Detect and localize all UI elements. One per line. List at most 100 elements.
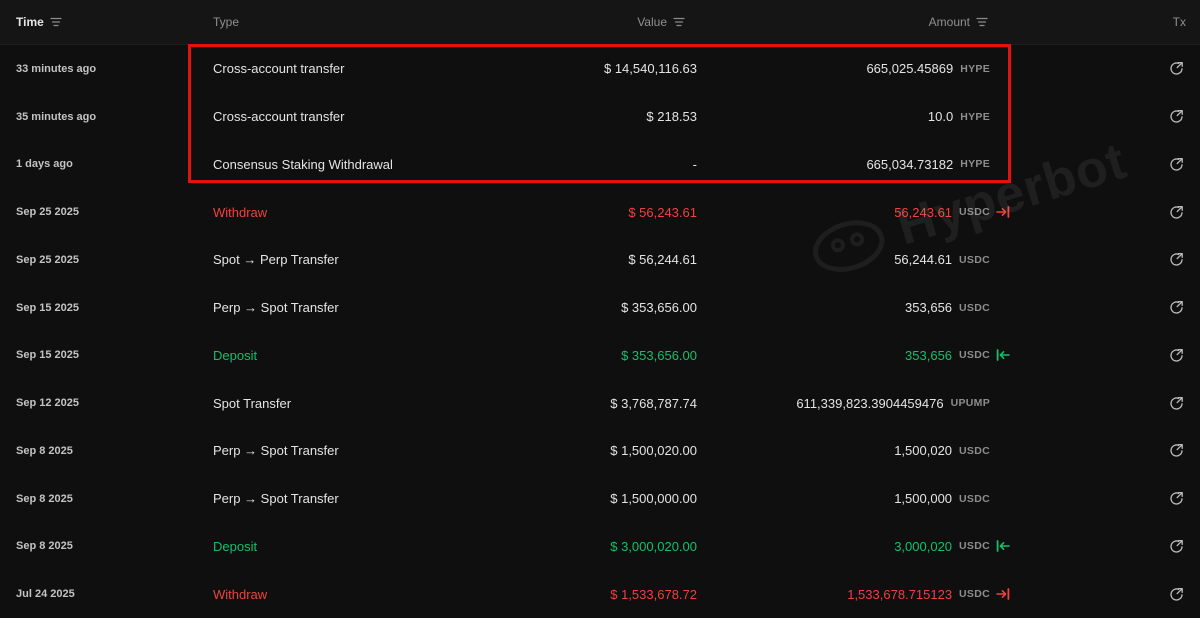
tx-cell (1010, 348, 1200, 363)
tx-link-icon[interactable] (1169, 539, 1184, 554)
table-row: Sep 8 2025 Perp → Spot Transfer $ 1,500,… (0, 475, 1200, 523)
tx-link-icon[interactable] (1169, 443, 1184, 458)
tx-link-icon[interactable] (1169, 157, 1184, 172)
coin-ticker: USDC (959, 588, 990, 601)
amount-cell: 1,500,020 USDC (697, 443, 1010, 458)
tx-link-icon[interactable] (1169, 587, 1184, 602)
value-cell: $ 56,243.61 (628, 204, 697, 220)
table-header: Time Type Value Amount Tx (0, 0, 1200, 45)
type-cell: Perp → Spot Transfer (213, 443, 339, 459)
deposit-arrow-icon (996, 349, 1010, 362)
tx-link-icon[interactable] (1169, 61, 1184, 76)
flow-icon-slot (990, 62, 1010, 76)
coin-ticker: USDC (959, 492, 990, 505)
flow-icon-slot (990, 205, 1010, 219)
table-row: Sep 8 2025 Perp → Spot Transfer $ 1,500,… (0, 427, 1200, 475)
amount-cell: 353,656 USDC (697, 348, 1010, 363)
header-amount[interactable]: Amount (697, 15, 1010, 29)
header-tx: Tx (1010, 15, 1200, 29)
amount-value: 353,656 (905, 347, 953, 363)
time-cell: Sep 15 2025 (16, 301, 79, 314)
time-cell: Sep 25 2025 (16, 253, 79, 266)
tx-cell (1010, 396, 1200, 411)
flow-icon-slot (990, 587, 1010, 601)
flow-icon-slot (990, 253, 1010, 267)
header-value[interactable]: Value (520, 15, 697, 29)
coin-ticker: HYPE (960, 62, 990, 75)
tx-link-icon[interactable] (1169, 348, 1184, 363)
amount-cell: 3,000,020 USDC (697, 539, 1010, 554)
time-cell: 1 days ago (16, 158, 73, 171)
value-cell: $ 1,500,020.00 (610, 443, 697, 459)
table-row: Sep 25 2025 Spot → Perp Transfer $ 56,24… (0, 236, 1200, 284)
table-row: 35 minutes ago Cross-account transfer $ … (0, 93, 1200, 141)
amount-value: 1,533,678.715123 (847, 586, 953, 602)
tx-link-icon[interactable] (1169, 300, 1184, 315)
flow-icon-slot (990, 157, 1010, 171)
header-time-label: Time (16, 15, 44, 29)
header-tx-label: Tx (1172, 15, 1186, 29)
type-cell: Perp → Spot Transfer (213, 491, 339, 507)
type-cell: Consensus Staking Withdrawal (213, 156, 393, 172)
header-time[interactable]: Time (0, 15, 197, 29)
coin-ticker: USDC (959, 349, 990, 362)
time-cell: Sep 8 2025 (16, 444, 73, 457)
header-value-label: Value (637, 15, 667, 29)
coin-ticker: USDC (959, 540, 990, 553)
value-cell: $ 3,768,787.74 (610, 395, 697, 411)
header-amount-label: Amount (928, 15, 970, 29)
tx-cell (1010, 205, 1200, 220)
time-cell: Sep 8 2025 (16, 540, 73, 553)
amount-cell: 56,244.61 USDC (697, 252, 1010, 267)
value-cell: $ 218.53 (646, 109, 697, 125)
type-cell: Deposit (213, 538, 258, 554)
tx-cell (1010, 157, 1200, 172)
amount-value: 56,243.61 (894, 204, 953, 220)
tx-cell (1010, 587, 1200, 602)
coin-ticker: UPUMP (950, 397, 990, 410)
tx-link-icon[interactable] (1169, 109, 1184, 124)
flow-icon-slot (990, 539, 1010, 553)
coin-ticker: HYPE (960, 110, 990, 123)
filter-icon (673, 17, 685, 27)
value-cell: $ 1,500,000.00 (610, 491, 697, 507)
flow-icon-slot (990, 110, 1010, 124)
flow-icon-slot (990, 348, 1010, 362)
tx-cell (1010, 491, 1200, 506)
withdraw-arrow-icon (996, 206, 1010, 219)
header-type: Type (197, 15, 520, 29)
amount-value: 665,025.45869 (866, 61, 954, 77)
value-cell: $ 14,540,116.63 (603, 61, 697, 77)
tx-link-icon[interactable] (1169, 252, 1184, 267)
coin-ticker: USDC (959, 206, 990, 219)
amount-value: 611,339,823.3904459476 (796, 395, 944, 411)
amount-value: 3,000,020 (894, 538, 953, 554)
table-row: 1 days ago Consensus Staking Withdrawal … (0, 141, 1200, 189)
amount-cell: 611,339,823.3904459476 UPUMP (697, 396, 1010, 411)
type-cell: Spot Transfer (213, 395, 292, 411)
amount-value: 353,656 (905, 300, 953, 316)
value-cell: $ 353,656.00 (621, 300, 697, 316)
type-cell: Cross-account transfer (213, 109, 345, 125)
value-cell: - (692, 156, 697, 172)
tx-link-icon[interactable] (1169, 205, 1184, 220)
table-row: 33 minutes ago Cross-account transfer $ … (0, 45, 1200, 93)
time-cell: 33 minutes ago (16, 62, 97, 75)
tx-cell (1010, 300, 1200, 315)
tx-cell (1010, 443, 1200, 458)
type-cell: Spot → Perp Transfer (213, 252, 339, 268)
coin-ticker: HYPE (960, 158, 990, 171)
transactions-table-body: 33 minutes ago Cross-account transfer $ … (0, 45, 1200, 618)
time-cell: Sep 15 2025 (16, 349, 79, 362)
flow-icon-slot (990, 444, 1010, 458)
time-cell: 35 minutes ago (16, 110, 97, 123)
coin-ticker: USDC (959, 253, 990, 266)
coin-ticker: USDC (959, 444, 990, 457)
tx-link-icon[interactable] (1169, 491, 1184, 506)
tx-cell (1010, 109, 1200, 124)
tx-link-icon[interactable] (1169, 396, 1184, 411)
table-row: Sep 25 2025 Withdraw $ 56,243.61 56,243.… (0, 188, 1200, 236)
time-cell: Sep 12 2025 (16, 397, 79, 410)
amount-cell: 10.0 HYPE (697, 109, 1010, 124)
